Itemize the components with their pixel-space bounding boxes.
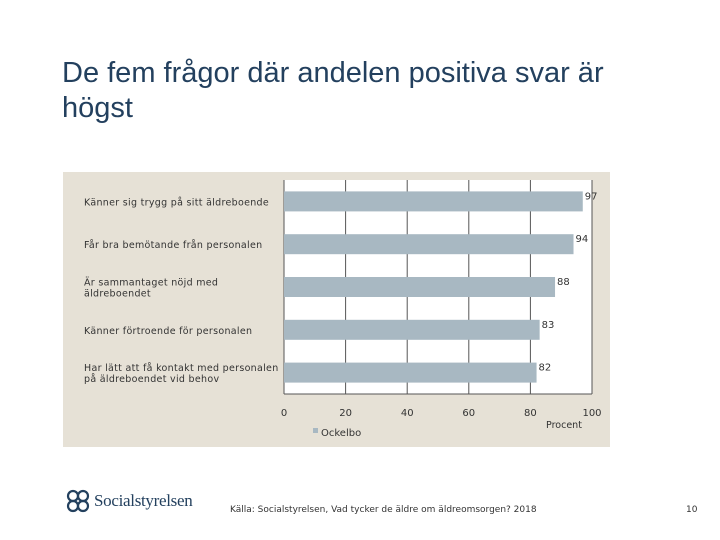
bar-chart: 97 Känner sig trygg på sitt äldreboende 94… — [84, 180, 602, 439]
data-label: 97 — [585, 191, 598, 202]
legend-swatch — [313, 428, 318, 433]
x-axis-label: Procent — [546, 420, 582, 431]
bar — [284, 234, 574, 255]
legend-label: Ockelbo — [321, 428, 361, 439]
x-tick-label: 80 — [524, 408, 537, 419]
socialstyrelsen-emblem-icon — [66, 489, 90, 513]
data-label: 82 — [539, 363, 552, 374]
bar — [284, 362, 537, 383]
bar — [284, 191, 583, 212]
data-label: 88 — [557, 277, 570, 288]
bar — [284, 319, 540, 340]
category-label: Får bra bemötande från personalen — [84, 240, 262, 251]
x-tick-label: 20 — [339, 408, 352, 419]
chart-panel: 97 Känner sig trygg på sitt äldreboende 94… — [63, 172, 610, 447]
socialstyrelsen-logo: Socialstyrelsen — [64, 487, 193, 515]
x-tick-label: 40 — [401, 408, 414, 419]
category-label: på äldreboendet vid behov — [84, 374, 219, 385]
category-label: Är sammantaget nöjd med — [84, 278, 218, 289]
category-label: Känner förtroende för personalen — [84, 326, 252, 337]
x-tick-label: 0 — [281, 408, 287, 419]
category-label: Har lätt att få kontakt med personalen — [84, 363, 279, 374]
x-tick-label: 60 — [462, 408, 475, 419]
category-label: Känner sig trygg på sitt äldreboende — [84, 197, 269, 208]
logo-text: Socialstyrelsen — [94, 491, 193, 510]
x-tick-label: 100 — [582, 408, 601, 419]
bar — [284, 277, 556, 297]
slide-title: De fem frågor där andelen positiva svar … — [62, 57, 604, 124]
data-label: 94 — [576, 234, 589, 245]
data-label: 83 — [542, 320, 555, 331]
page-number: 10 — [686, 505, 698, 515]
category-label: äldreboendet — [84, 289, 151, 300]
source-note: Källa: Socialstyrelsen, Vad tycker de äl… — [230, 505, 537, 515]
